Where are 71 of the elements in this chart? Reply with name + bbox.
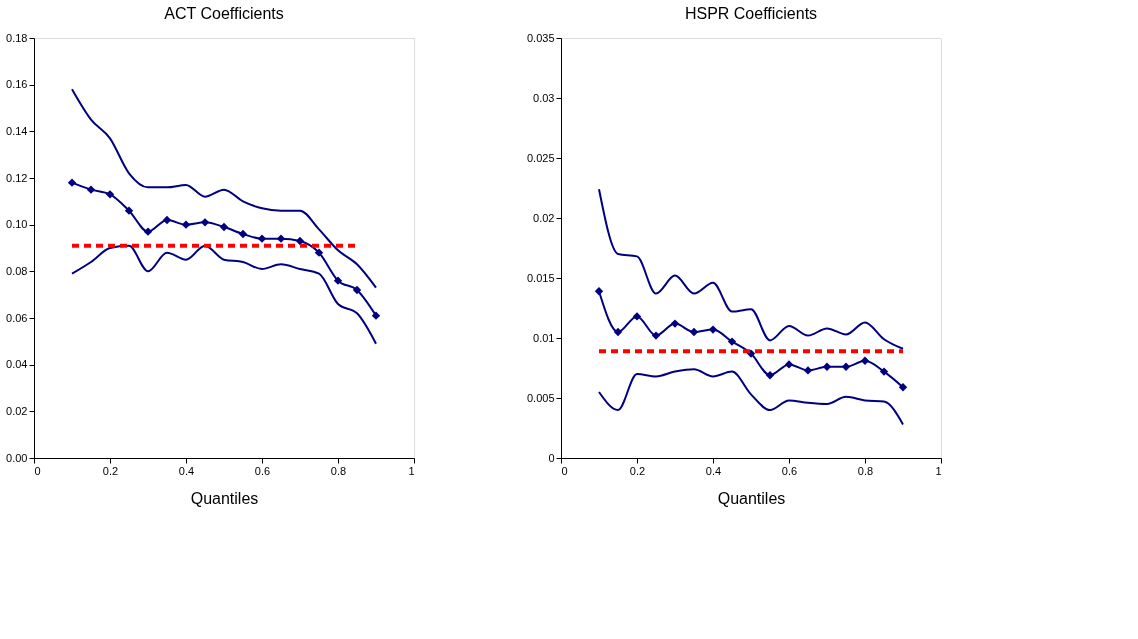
y-tick-label: 0.02 — [533, 211, 555, 224]
x-tick-label: 0.2 — [629, 464, 646, 477]
x-tick-label: 1 — [935, 464, 942, 477]
point — [162, 215, 172, 225]
point — [803, 366, 813, 375]
point — [765, 371, 775, 380]
point — [219, 222, 229, 232]
line-series — [71, 88, 377, 289]
point — [276, 234, 286, 243]
y-tick-label: 0.12 — [6, 171, 28, 184]
x-tick-label: 0.8 — [330, 464, 347, 477]
point — [841, 362, 851, 371]
chart-title: ACT Coefficients — [164, 5, 284, 22]
point — [879, 367, 889, 376]
line-series — [598, 368, 904, 426]
y-tick-label: 0.06 — [6, 311, 28, 324]
point — [257, 234, 267, 243]
y-tick-label: 0.08 — [6, 264, 28, 277]
y-tick-label: 0.10 — [6, 218, 28, 231]
point — [124, 206, 134, 215]
line-series — [598, 188, 904, 350]
point — [898, 383, 908, 392]
point — [181, 220, 191, 229]
point — [860, 356, 870, 365]
y-tick-label: 0.14 — [6, 124, 28, 137]
y-tick-label: 0.025 — [526, 151, 555, 164]
y-tick-label: 0.005 — [526, 391, 555, 404]
x-tick-label: 0 — [34, 464, 41, 477]
x-tick-label: 0.4 — [705, 464, 722, 477]
y-tick-label: 0.16 — [6, 78, 28, 91]
y-tick-label: 0.01 — [533, 331, 555, 344]
point — [67, 178, 77, 187]
y-tick-label: 0.015 — [526, 271, 555, 284]
x-axis-title: Quantiles — [717, 489, 786, 507]
x-tick-label: 0.8 — [857, 464, 874, 477]
x-axis-title: Quantiles — [190, 489, 259, 507]
point — [784, 360, 794, 369]
x-tick-label: 0 — [561, 464, 568, 477]
point — [594, 287, 604, 296]
y-tick-label: 0.02 — [6, 404, 28, 417]
y-tick-label: 0.04 — [6, 358, 28, 371]
x-tick-label: 0.6 — [254, 464, 271, 477]
point — [613, 327, 623, 337]
point — [708, 325, 718, 334]
y-tick-label: 0 — [548, 451, 555, 464]
x-tick-label: 0.4 — [178, 464, 195, 477]
chart-title: HSPR Coefficients — [684, 5, 818, 22]
point — [727, 337, 737, 346]
y-tick-label: 0.18 — [6, 31, 28, 44]
point — [632, 312, 642, 321]
x-tick-label: 0.6 — [781, 464, 798, 477]
point — [689, 327, 699, 337]
point — [105, 190, 115, 199]
point — [86, 185, 96, 194]
point — [314, 248, 324, 257]
point — [352, 285, 362, 295]
x-tick-label: 0.2 — [102, 464, 119, 477]
point — [143, 227, 153, 236]
point — [295, 236, 305, 246]
x-tick-label: 1 — [408, 464, 415, 477]
point — [822, 362, 832, 371]
y-tick-label: 0.035 — [526, 31, 555, 44]
point — [651, 331, 661, 340]
point — [200, 218, 210, 227]
point — [371, 311, 381, 320]
y-tick-label: 0.03 — [533, 91, 555, 104]
point — [333, 276, 343, 285]
point — [670, 319, 680, 328]
line-series — [71, 244, 377, 345]
y-tick-label: 0.00 — [6, 451, 28, 464]
point — [238, 229, 248, 239]
